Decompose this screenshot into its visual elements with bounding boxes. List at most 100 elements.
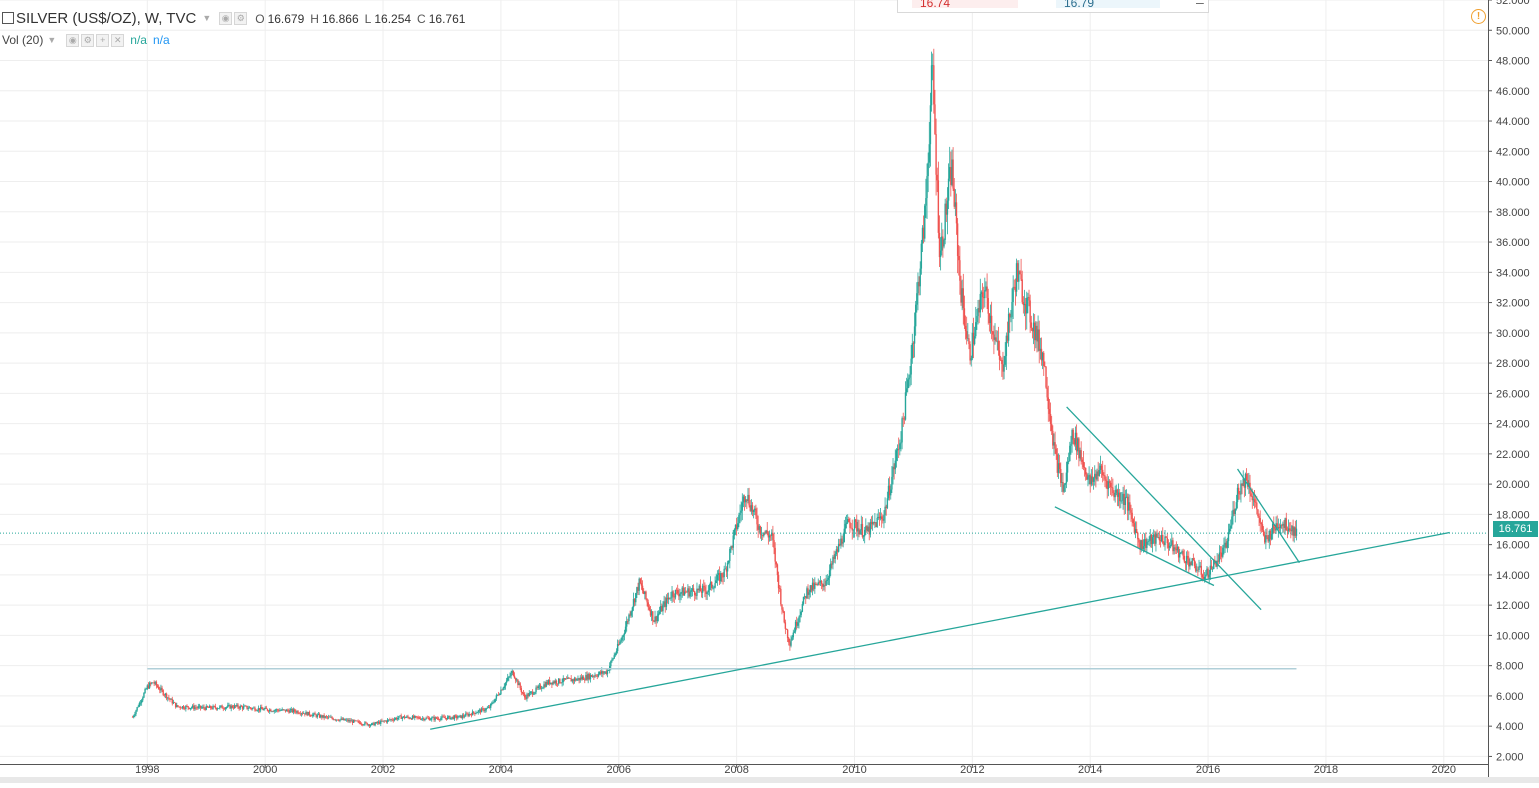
candle	[1208, 569, 1210, 585]
candle-body	[437, 718, 440, 720]
candle-body	[834, 554, 836, 559]
candle-body	[1150, 534, 1153, 545]
candle	[1271, 522, 1274, 540]
candle-body	[837, 543, 840, 552]
candle-body	[1252, 499, 1255, 501]
candle	[725, 566, 728, 577]
candle	[1108, 479, 1111, 489]
eye-icon[interactable]: ◉	[66, 33, 80, 47]
candle-body	[1265, 535, 1267, 543]
candle	[939, 237, 942, 271]
candle-body	[951, 159, 953, 185]
candle	[525, 694, 527, 701]
candle	[1103, 472, 1105, 481]
candle-body	[1024, 303, 1027, 314]
candle-body	[135, 710, 137, 715]
candle	[876, 513, 878, 528]
candle-body	[544, 684, 546, 687]
candle	[1266, 527, 1268, 540]
minimize-icon[interactable]: –	[1196, 0, 1204, 10]
candle	[393, 717, 396, 722]
eye-icon[interactable]: ◉	[219, 11, 233, 25]
candle	[688, 586, 690, 598]
close-icon[interactable]: ✕	[111, 33, 125, 47]
candle-body	[946, 200, 949, 215]
symbol-dropdown-icon[interactable]: ▼	[202, 13, 212, 23]
candle	[463, 714, 466, 719]
candle	[177, 704, 179, 708]
candle-body	[1081, 459, 1083, 462]
candle-body	[138, 702, 141, 707]
candle	[1012, 275, 1014, 320]
candle-body	[1109, 482, 1112, 488]
alert-clock-icon[interactable]: !	[1471, 9, 1486, 24]
candle-body	[944, 203, 946, 240]
settings-icon[interactable]: ⚙	[81, 33, 95, 47]
candle-body	[1270, 534, 1273, 540]
candle-body	[1129, 502, 1131, 510]
candle	[953, 177, 955, 210]
candle	[282, 709, 285, 711]
candle	[773, 533, 775, 555]
candle	[373, 721, 375, 726]
candle	[971, 323, 974, 361]
candle-body	[389, 719, 391, 721]
candle-body	[842, 542, 844, 544]
candle-body	[191, 705, 194, 708]
candle-body	[798, 617, 800, 623]
candle	[542, 686, 544, 689]
candle-body	[793, 631, 796, 633]
candle	[348, 717, 350, 723]
candle	[343, 718, 346, 721]
candle	[162, 689, 164, 697]
candle	[1098, 463, 1100, 477]
candle	[631, 606, 634, 618]
sell-price[interactable]: 16.74	[912, 0, 1018, 10]
candle	[858, 519, 860, 538]
settings-icon[interactable]: ⚙	[234, 11, 248, 25]
candle	[1074, 426, 1077, 451]
candle-body	[347, 719, 349, 722]
candle	[916, 282, 918, 313]
candle-body	[560, 682, 562, 684]
candle-body	[296, 711, 298, 713]
candle-body	[174, 702, 177, 708]
candle	[382, 720, 384, 723]
candle-body	[901, 418, 903, 443]
candle-body	[814, 583, 816, 589]
candle	[584, 678, 586, 684]
candle-body	[1038, 329, 1040, 351]
candle-body	[278, 710, 280, 712]
add-icon[interactable]: +	[96, 33, 110, 47]
candle	[964, 315, 967, 340]
candle	[470, 712, 473, 718]
volume-dropdown-icon[interactable]: ▼	[47, 35, 57, 45]
candle-body	[530, 691, 533, 693]
candle	[981, 283, 984, 313]
candle-body	[552, 681, 554, 685]
candle-body	[825, 580, 827, 586]
buy-price[interactable]: 16.79	[1056, 0, 1160, 10]
candle	[816, 583, 818, 587]
volume-title[interactable]: Vol (20)	[2, 33, 44, 47]
candle-body	[407, 716, 409, 718]
candle-body	[1236, 487, 1239, 503]
candle-body	[1039, 348, 1042, 351]
candle-body	[1137, 533, 1139, 540]
candle	[156, 684, 159, 688]
symbol-title[interactable]: SILVER (US$/OZ), W, TVC	[16, 9, 197, 27]
candle-body	[470, 714, 473, 716]
candle	[1237, 483, 1240, 500]
candle	[1149, 529, 1151, 548]
candle-body	[1055, 448, 1057, 455]
candle-body	[235, 705, 237, 707]
candle-body	[1086, 474, 1088, 480]
candle	[315, 713, 317, 719]
price-tick-label: 32.000	[1496, 298, 1530, 310]
candle	[680, 591, 682, 601]
candle	[1185, 551, 1188, 571]
candle-body	[888, 485, 891, 496]
collapse-icon[interactable]	[2, 12, 14, 24]
